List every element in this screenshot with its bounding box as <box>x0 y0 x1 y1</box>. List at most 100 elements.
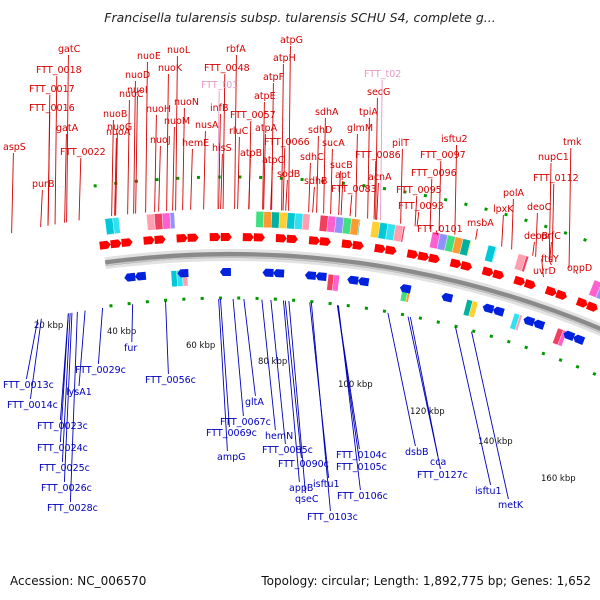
gene-label-reverse: ampG <box>217 452 245 463</box>
forward-gene-arrow <box>209 233 221 242</box>
leader-line-forward <box>135 95 138 214</box>
leader-line-reverse <box>387 312 416 447</box>
gene-label-forward: nuoB <box>103 109 127 120</box>
inner-tick <box>200 296 204 300</box>
forward-gene-arrow <box>428 253 440 264</box>
inner-tick <box>218 296 222 300</box>
leader-line-forward <box>154 114 157 212</box>
feature-block <box>521 255 529 273</box>
leader-line-reverse <box>25 319 39 380</box>
scale-ticks <box>93 175 597 376</box>
forward-gene-arrow <box>575 297 588 308</box>
reverse-gene-arrow <box>347 275 359 285</box>
forward-gene-arrow <box>417 251 430 261</box>
reverse-gene-arrow <box>134 271 147 281</box>
scale-label: 80 kbp <box>258 357 287 367</box>
inner-tick <box>575 364 580 369</box>
reverse-gene-arrow <box>573 334 586 345</box>
leader-line-reverse <box>97 307 104 365</box>
leader-line-forward <box>166 73 169 212</box>
scale-label: 20 kbp <box>34 321 63 331</box>
reverse-gene-arrow <box>493 306 505 317</box>
gene-label-reverse: FTT_0028c <box>47 503 98 514</box>
feature-block <box>154 213 164 231</box>
outer-tick <box>93 184 97 188</box>
gene-label-forward: msbA <box>467 218 494 229</box>
gene-label-forward: sdhD <box>308 125 332 136</box>
leader-line-reverse <box>61 313 71 463</box>
inner-tick <box>145 300 149 304</box>
scale-label: 140 kbp <box>478 437 513 447</box>
gene-label-reverse: FTT_0090c <box>278 459 329 470</box>
feature-block <box>400 225 406 243</box>
gene-label-reverse: qseC <box>295 494 319 505</box>
gene-label-forward: sodB <box>277 169 300 180</box>
forward-gene-arrow <box>544 285 557 297</box>
outer-tick <box>543 224 548 229</box>
feature-block <box>514 314 523 332</box>
outer-tick <box>504 212 508 217</box>
gene-label-forward: gatA <box>56 123 79 134</box>
gene-label-forward: gatC <box>58 44 81 55</box>
outer-tick <box>382 186 387 191</box>
gene-label-forward: oppD <box>567 263 592 274</box>
inner-tick <box>346 304 350 308</box>
reverse-gene-arrow <box>357 277 370 287</box>
gene-label-reverse: FTT_0023c <box>37 421 88 432</box>
feature-block <box>466 240 472 257</box>
feature-block <box>161 212 172 230</box>
leader-line-forward <box>282 147 286 211</box>
forward-gene-arrow <box>406 249 419 259</box>
gene-labels: aspS purB FTT_0016 FTT_0017 FTT_0018 gatC gatA… <box>3 35 592 523</box>
leader-line-forward <box>190 148 193 210</box>
gene-label-forward: nuoH <box>146 104 171 115</box>
feature-blocks <box>104 211 600 347</box>
reverse-gene-arrow <box>533 319 546 330</box>
forward-gene-arrow <box>492 269 504 280</box>
gene-label-forward: FTT_t01 <box>201 80 238 91</box>
gene-label-forward: FTT_0097 <box>420 150 466 161</box>
gene-label-reverse: FTT_0013c <box>3 380 54 391</box>
outer-tick <box>300 177 304 182</box>
outer-tick <box>362 184 366 188</box>
leader-line-reverse <box>220 299 230 428</box>
leader-line-forward <box>316 135 319 213</box>
leader-line-forward <box>40 189 43 228</box>
leader-line-forward <box>47 94 51 226</box>
gene-label-forward: pilT <box>392 138 409 149</box>
gene-label-forward: nuoI <box>127 85 148 96</box>
gene-label-forward: nuoC <box>119 89 144 100</box>
leader-line-reverse <box>409 316 441 470</box>
genome-summary-text: Topology: circular; Length: 1,892,775 bp… <box>261 574 591 588</box>
forward-gene-arrow <box>110 239 122 249</box>
inner-tick <box>541 351 546 356</box>
gene-label-forward: FTT_0101 <box>417 224 463 235</box>
leader-line-forward <box>158 145 161 212</box>
leader-line-forward <box>78 157 82 221</box>
leader-line-forward <box>535 212 538 257</box>
outer-tick <box>464 202 468 207</box>
leader-line-forward <box>435 230 439 236</box>
inner-tick <box>163 298 168 302</box>
outer-tick <box>563 231 568 235</box>
inner-tick <box>255 296 259 300</box>
gene-label-forward: aspS <box>3 142 26 153</box>
outer-tick <box>484 207 488 212</box>
inner-tick <box>489 334 494 339</box>
gene-label-reverse: dsbB <box>405 447 429 458</box>
inner-tick <box>237 296 241 300</box>
gene-label-forward: deoC <box>527 202 552 213</box>
scale-label: 100 kbp <box>338 380 373 390</box>
gene-label-forward: atpE <box>254 91 276 102</box>
feature-block <box>473 302 479 318</box>
leader-line-reverse <box>284 300 302 459</box>
forward-gene-arrow <box>555 289 567 300</box>
gene-label-forward: ftsY <box>541 254 559 265</box>
leader-line-forward <box>218 113 221 210</box>
inner-tick <box>418 316 423 320</box>
leader-line-forward <box>285 179 288 211</box>
forward-gene-arrow <box>176 234 188 243</box>
leader-line-forward <box>438 160 442 232</box>
leader-line-forward <box>281 63 284 211</box>
scale-label: 60 kbp <box>186 341 215 351</box>
